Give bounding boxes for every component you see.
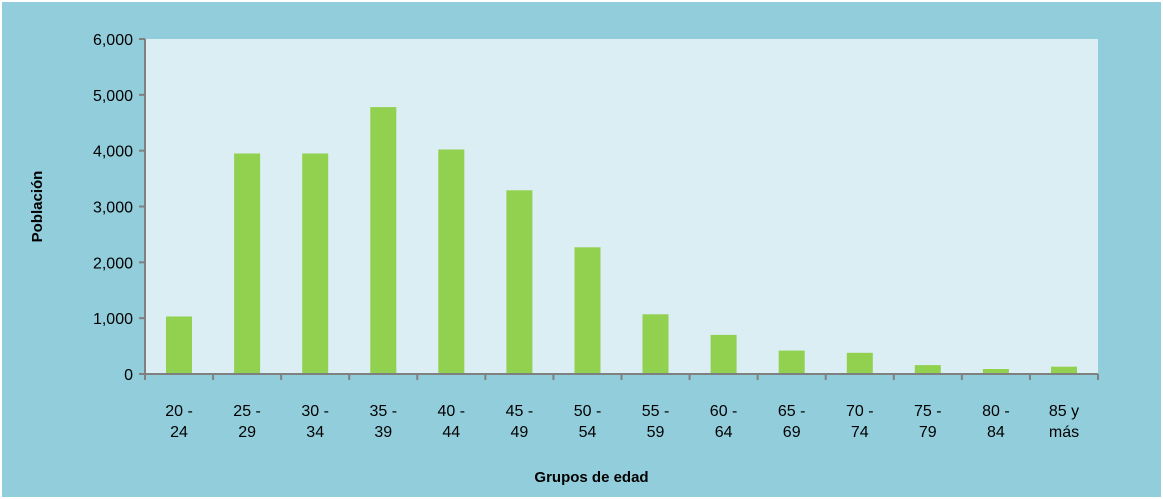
y-tick-label: 6,000 bbox=[93, 32, 133, 49]
plot-area bbox=[145, 39, 1098, 374]
x-axis-ticks: 20 - 24 25 - 29 30 - 34 35 - 39 40 - 44 45 - 49 50 -… bbox=[144, 374, 1099, 441]
bar-65---69 bbox=[778, 350, 805, 374]
x-tick-label: más bbox=[1049, 424, 1079, 441]
y-tick-label: 2,000 bbox=[93, 255, 133, 272]
x-tick-label: 70 - bbox=[846, 403, 874, 420]
bar-20---24 bbox=[166, 316, 192, 374]
bar-35---39 bbox=[370, 107, 397, 374]
y-tick-label: 3,000 bbox=[93, 200, 133, 217]
bar-60---64 bbox=[710, 334, 737, 374]
bars bbox=[166, 107, 1077, 374]
x-tick-label: 34 bbox=[306, 424, 324, 441]
x-tick-label: 20 - bbox=[165, 403, 193, 420]
bar-30---34 bbox=[302, 153, 329, 374]
x-tick-label: 80 - bbox=[982, 403, 1010, 420]
x-tick-label: 64 bbox=[715, 424, 733, 441]
bar-70---74 bbox=[846, 352, 873, 374]
y-axis-title: Población bbox=[29, 171, 46, 243]
x-tick-label: 55 - bbox=[642, 403, 670, 420]
y-tick-label: 4,000 bbox=[93, 144, 133, 161]
bar-55---59 bbox=[642, 314, 669, 374]
x-tick-label: 69 bbox=[783, 424, 801, 441]
x-tick-label: 79 bbox=[919, 424, 937, 441]
bar-80---84 bbox=[982, 369, 1009, 374]
bar-85-y-más bbox=[1051, 366, 1077, 374]
x-tick-label: 39 bbox=[374, 424, 392, 441]
x-tick-label: 45 - bbox=[506, 403, 534, 420]
x-tick-label: 59 bbox=[647, 424, 665, 441]
x-tick-label: 54 bbox=[579, 424, 597, 441]
x-tick-label: 29 bbox=[238, 424, 256, 441]
x-tick-label: 75 - bbox=[914, 403, 942, 420]
x-tick-label: 50 - bbox=[574, 403, 602, 420]
y-tick-label: 0 bbox=[124, 367, 133, 384]
bar-50---54 bbox=[574, 247, 601, 374]
y-axis-ticks: 0 1,000 2,000 3,000 4,000 5,000 6,000 bbox=[93, 32, 145, 384]
x-tick-label: 30 - bbox=[301, 403, 329, 420]
bar-40---44 bbox=[438, 149, 465, 374]
x-tick-label: 74 bbox=[851, 424, 869, 441]
x-tick-label: 65 - bbox=[778, 403, 806, 420]
x-tick-label: 35 - bbox=[370, 403, 398, 420]
bar-75---79 bbox=[914, 365, 941, 374]
x-tick-label: 84 bbox=[987, 424, 1005, 441]
x-tick-label: 60 - bbox=[710, 403, 738, 420]
bar-45---49 bbox=[506, 190, 533, 374]
x-tick-label: 24 bbox=[170, 424, 188, 441]
y-tick-label: 5,000 bbox=[93, 88, 133, 105]
bar-25---29 bbox=[234, 153, 261, 374]
x-tick-label: 25 - bbox=[233, 403, 261, 420]
x-axis-title: Grupos de edad bbox=[534, 469, 648, 486]
y-tick-label: 1,000 bbox=[93, 311, 133, 328]
x-tick-label: 49 bbox=[511, 424, 529, 441]
x-tick-label: 40 - bbox=[438, 403, 466, 420]
x-tick-label: 85 y bbox=[1049, 403, 1079, 420]
x-tick-label: 44 bbox=[442, 424, 460, 441]
